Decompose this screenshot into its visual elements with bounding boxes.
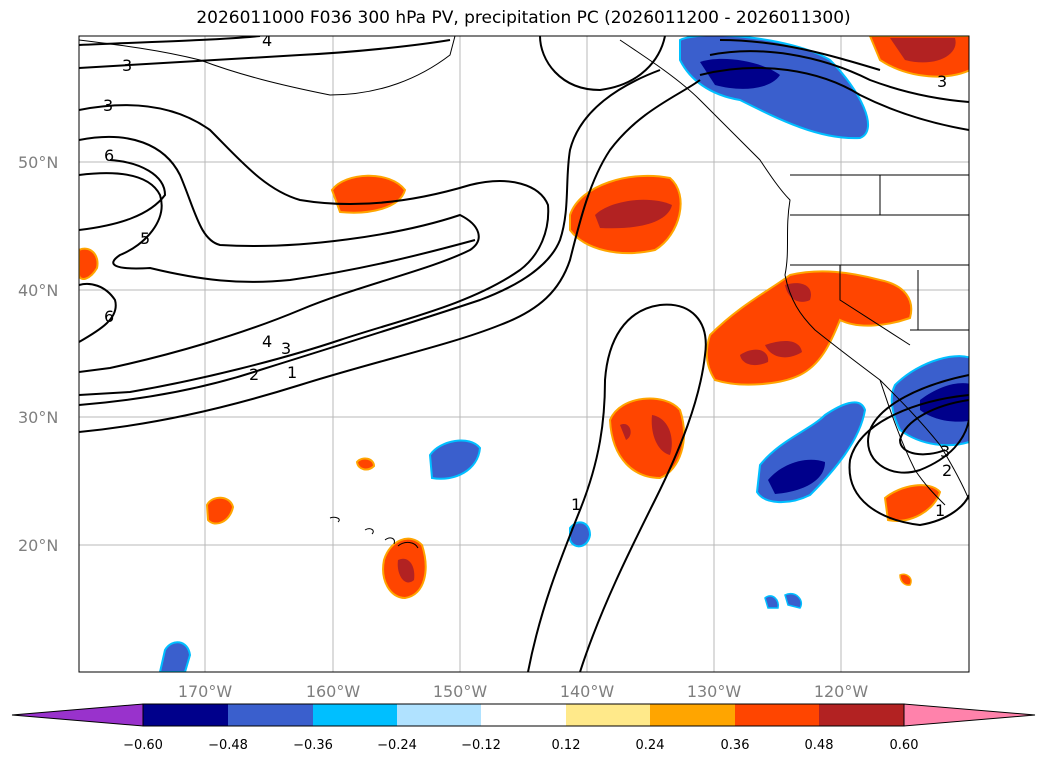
colorbar-tick: −0.24 [377,738,417,753]
precip-core-baja [920,383,969,422]
pv-contour-3 [79,104,550,396]
coastlines [79,36,969,549]
pv-contour-5-ne [539,36,666,92]
precip-core-subtropical [620,415,672,455]
colorbar-tick: −0.36 [293,738,333,753]
lat-label-20n: 20°N [18,536,59,555]
pv-contour-cutoff-outer [848,394,969,527]
precip-core-hawaii [397,558,415,583]
precip-core-california [740,283,811,366]
colorbar-swatch [397,704,481,726]
colorbar-extend-right [903,703,1036,727]
coastline-baja [879,379,946,506]
map-title: 2026011000 F036 300 hPa PV, precipitatio… [196,8,851,28]
pv-contour-ne-1 [699,67,969,131]
coastline-west-na [619,39,969,501]
contour-label: 3 [281,339,291,358]
pv-contour-4-north [79,36,261,46]
contour-label: 3 [937,72,947,91]
precip-blob-central [428,439,482,480]
pv-contour-ne-3 [719,39,881,71]
pv-contours [79,36,969,672]
precip-blob-subtropical [608,397,685,480]
pv-contour-3-north [79,39,451,69]
pv-contour-1-trough [527,303,707,672]
contour-label: 3 [940,442,950,461]
pv-contour-2 [79,69,661,406]
colorbar-tick: 0.12 [551,738,581,753]
precip-blob-west-edge [79,247,99,281]
map-area: 4 3 3 6 5 6 4 3 2 1 1 3 3 2 1 [79,31,969,672]
precip-blob-tiny [764,593,802,609]
precip-blob-small [569,521,592,548]
colorbar-swatch [650,704,735,726]
coastline-hawaii [329,516,419,549]
precip-blob-north-central [330,174,407,214]
colorbar-swatch [313,704,397,726]
lon-label-130w: 130°W [686,682,742,701]
pv-contour-6b [79,282,117,343]
colorbar-tick: 0.24 [635,738,665,753]
colorbar-swatch [735,704,819,726]
state-borders [790,174,969,346]
colorbar [11,703,1036,727]
contour-label: 6 [104,146,114,165]
colorbar-tick: −0.48 [208,738,248,753]
contour-label: 1 [935,501,945,520]
pv-contour-ne-2 [709,50,969,103]
contour-labels: 4 3 3 6 5 6 4 3 2 1 1 3 3 2 1 [103,31,952,520]
precip-blob-west-hawaii [205,496,235,525]
pv-contour-6a [79,159,167,231]
lat-label-40n: 40°N [18,281,59,300]
map-frame [78,35,970,673]
colorbar-tick: 0.36 [720,738,750,753]
colorbar-swatch [819,704,904,726]
contour-label: 1 [287,363,297,382]
pv-contour-cutoff-2 [898,399,969,456]
colorbar-swatch [228,704,313,726]
pv-contour-5 [79,172,476,283]
precip-blob-tiny-mexico [899,573,912,586]
contour-label: 3 [122,56,132,75]
precip-core-ne-pacific [595,199,672,229]
contour-label: 2 [249,365,259,384]
contour-label: 4 [262,332,272,351]
pv-contour-cutoff-1 [867,374,969,474]
colorbar-tick: −0.60 [123,738,163,753]
colorbar-swatch [481,704,566,726]
lon-label-170w: 170°W [177,682,233,701]
precip-core-offshore [768,459,825,494]
coastline-alaska [79,36,456,96]
lon-label-160w: 160°W [305,682,361,701]
precip-core-nw-canada [700,58,780,89]
colorbar-extend-left [11,703,144,727]
lon-label-140w: 140°W [559,682,615,701]
colorbar-tick: 0.60 [889,738,919,753]
contour-label: 4 [262,31,272,50]
contour-label: 1 [571,495,581,514]
colorbar-swatch [143,704,228,726]
pv-contour-4 [79,136,480,373]
lat-label-30n: 30°N [18,408,59,427]
colorbar-swatch [566,704,650,726]
colorbar-tick: −0.12 [461,738,501,753]
precip-blob-tiny-red [355,457,376,471]
contour-label: 5 [140,229,150,248]
contour-label: 2 [942,461,952,480]
contour-label: 3 [103,96,113,115]
colorbar-tick: 0.48 [804,738,834,753]
precip-core-ne [890,38,956,63]
colorbar-frame [142,703,905,727]
precip-positive [79,36,969,600]
contour-label: 6 [104,307,114,326]
lat-label-50n: 50°N [18,153,59,172]
lon-label-120w: 120°W [813,682,869,701]
precip-blob-nw-canada [679,36,870,140]
lon-label-150w: 150°W [432,682,488,701]
pv-contour-1 [79,79,701,433]
precip-blob-sw [158,641,192,672]
